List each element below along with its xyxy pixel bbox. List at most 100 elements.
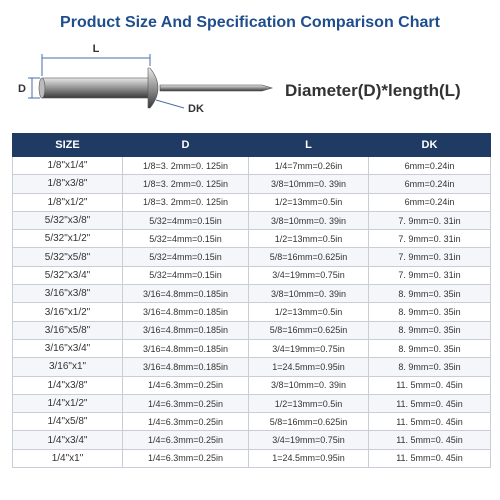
table-cell: 3/16=4.8mm=0.185in bbox=[122, 320, 249, 340]
mandrel bbox=[159, 84, 274, 92]
table-cell: 1=24.5mm=0.95in bbox=[248, 357, 369, 377]
table-row: 3/16"x1/2" 3/16=4.8mm=0.185in 1/2=13mm=0.5… bbox=[12, 302, 491, 322]
table-cell: 3/8=10mm=0. 39in bbox=[248, 284, 369, 304]
table-cell: 5/32"x3/8" bbox=[12, 210, 123, 231]
table-cell: 1/4"x5/8" bbox=[12, 412, 123, 432]
table-row: 1/8"x1/2" 1/8=3. 2mm=0. 125in 1/2=13mm=0.5… bbox=[12, 192, 491, 212]
table-cell: 1/8"x1/4" bbox=[12, 155, 123, 176]
table-cell: 1/4=6.3mm=0.25in bbox=[122, 430, 249, 450]
table-cell: 6mm=0.24in bbox=[368, 174, 491, 194]
length-label: L bbox=[93, 43, 100, 55]
table-cell: 7. 9mm=0. 31in bbox=[368, 265, 491, 286]
table-cell: 1/4"x1" bbox=[12, 448, 123, 469]
table-cell: 1/8"x1/2" bbox=[12, 192, 123, 212]
table-cell: 11. 5mm=0. 45in bbox=[368, 393, 491, 414]
table-row: 3/16"x3/4" 3/16=4.8mm=0.185in 3/4=19mm=0.7… bbox=[12, 338, 491, 359]
table-cell: 1/4=6.3mm=0.25in bbox=[122, 448, 249, 469]
table-cell: 3/16=4.8mm=0.185in bbox=[122, 284, 249, 304]
table-body: 1/8"x1/4" 1/8=3. 2mm=0. 125in 1/4=7mm=0.26… bbox=[12, 155, 491, 469]
table-cell: 3/4=19mm=0.75in bbox=[248, 338, 369, 359]
table-cell: 7. 9mm=0. 31in bbox=[368, 229, 491, 249]
table-row: 3/16"x3/8" 3/16=4.8mm=0.185in 3/8=10mm=0. … bbox=[12, 284, 491, 304]
table-cell: 5/8=16mm=0.625in bbox=[248, 320, 369, 340]
column-header: DK bbox=[368, 133, 491, 157]
table-cell: 1/4=7mm=0.26in bbox=[248, 155, 369, 176]
table-cell: 1/4=6.3mm=0.25in bbox=[122, 412, 249, 432]
table-cell: 5/32=4mm=0.15in bbox=[122, 229, 249, 249]
table-row: 5/32"x3/8" 5/32=4mm=0.15in 3/8=10mm=0. 39i… bbox=[12, 210, 491, 231]
table-cell: 8. 9mm=0. 35in bbox=[368, 338, 491, 359]
table-row: 5/32"x3/4" 5/32=4mm=0.15in 3/4=19mm=0.75in… bbox=[12, 265, 491, 286]
rivet-head bbox=[147, 67, 159, 109]
table-cell: 5/32"x3/4" bbox=[12, 265, 123, 286]
table-cell: 7. 9mm=0. 31in bbox=[368, 247, 491, 267]
table-cell: 5/32=4mm=0.15in bbox=[122, 247, 249, 267]
table-cell: 3/16=4.8mm=0.185in bbox=[122, 338, 249, 359]
table-cell: 11. 5mm=0. 45in bbox=[368, 375, 491, 395]
table-cell: 1/4=6.3mm=0.25in bbox=[122, 375, 249, 395]
table-cell: 5/32"x1/2" bbox=[12, 229, 123, 249]
table-cell: 3/16=4.8mm=0.185in bbox=[122, 302, 249, 322]
header-row: SIZE D L DK bbox=[12, 133, 491, 157]
table-cell: 11. 5mm=0. 45in bbox=[368, 448, 491, 469]
table-row: 1/4"x3/8" 1/4=6.3mm=0.25in 3/8=10mm=0. 39i… bbox=[12, 375, 491, 395]
table-cell: 6mm=0.24in bbox=[368, 192, 491, 212]
table-cell: 11. 5mm=0. 45in bbox=[368, 412, 491, 432]
table-cell: 1/4"x3/8" bbox=[12, 375, 123, 395]
table-row: 1/4"x5/8" 1/4=6.3mm=0.25in 5/8=16mm=0.625i… bbox=[12, 412, 491, 432]
rivet-diagram: L D DK bbox=[18, 43, 274, 115]
table-cell: 3/16"x1" bbox=[12, 357, 123, 377]
table-row: 1/4"x1" 1/4=6.3mm=0.25in 1=24.5mm=0.95in 11… bbox=[12, 448, 491, 469]
table-cell: 5/32"x5/8" bbox=[12, 247, 123, 267]
table-cell: 8. 9mm=0. 35in bbox=[368, 320, 491, 340]
table-cell: 5/8=16mm=0.625in bbox=[248, 247, 369, 267]
table-cell: 5/32=4mm=0.15in bbox=[122, 265, 249, 286]
rivet-end bbox=[38, 77, 46, 99]
spec-table: SIZE D L DK 1/8"x1/4" 1/8=3. 2mm=0. 125in 1/4… bbox=[12, 133, 491, 469]
table-cell: 8. 9mm=0. 35in bbox=[368, 302, 491, 322]
table-cell: 5/8=16mm=0.625in bbox=[248, 412, 369, 432]
table-cell: 3/4=19mm=0.75in bbox=[248, 430, 369, 450]
table-cell: 11. 5mm=0. 45in bbox=[368, 430, 491, 450]
column-header: SIZE bbox=[12, 133, 123, 157]
formula: Diameter(D)*length(L) bbox=[285, 81, 461, 100]
table-cell: 1/8"x3/8" bbox=[12, 174, 123, 194]
table-cell: 8. 9mm=0. 35in bbox=[368, 357, 491, 377]
table-cell: 6mm=0.24in bbox=[368, 155, 491, 176]
table-cell: 8. 9mm=0. 35in bbox=[368, 284, 491, 304]
table-row: 1/4"x1/2" 1/4=6.3mm=0.25in 1/2=13mm=0.5in 1… bbox=[12, 393, 491, 414]
table-row: 1/4"x3/4" 1/4=6.3mm=0.25in 3/4=19mm=0.75in… bbox=[12, 430, 491, 450]
table-cell: 1/4"x3/4" bbox=[12, 430, 123, 450]
table-cell: 3/8=10mm=0. 39in bbox=[248, 375, 369, 395]
table-cell: 3/16"x3/8" bbox=[12, 284, 123, 304]
head-label: DK bbox=[188, 103, 204, 115]
table-cell: 3/16"x1/2" bbox=[12, 302, 123, 322]
table-cell: 1/8=3. 2mm=0. 125in bbox=[122, 174, 249, 194]
table-cell: 3/16"x5/8" bbox=[12, 320, 123, 340]
table-cell: 3/8=10mm=0. 39in bbox=[248, 174, 369, 194]
table-cell: 1/2=13mm=0.5in bbox=[248, 192, 369, 212]
table-cell: 1/8=3. 2mm=0. 125in bbox=[122, 155, 249, 176]
table-cell: 1/2=13mm=0.5in bbox=[248, 229, 369, 249]
table-cell: 1=24.5mm=0.95in bbox=[248, 448, 369, 469]
table-cell: 1/8=3. 2mm=0. 125in bbox=[122, 192, 249, 212]
table-row: 3/16"x1" 3/16=4.8mm=0.185in 1=24.5mm=0.95i… bbox=[12, 357, 491, 377]
diameter-label: D bbox=[18, 83, 26, 95]
table-row: 3/16"x5/8" 3/16=4.8mm=0.185in 5/8=16mm=0.6… bbox=[12, 320, 491, 340]
table-row: 5/32"x5/8" 5/32=4mm=0.15in 5/8=16mm=0.625i… bbox=[12, 247, 491, 267]
table-cell: 1/2=13mm=0.5in bbox=[248, 393, 369, 414]
column-header: D bbox=[122, 133, 249, 157]
table-cell: 3/16"x3/4" bbox=[12, 338, 123, 359]
column-header: L bbox=[248, 133, 369, 157]
table-cell: 1/4"x1/2" bbox=[12, 393, 123, 414]
table-cell: 3/4=19mm=0.75in bbox=[248, 265, 369, 286]
title: Product Size And Specification Compariso… bbox=[60, 14, 440, 31]
dimension-lines bbox=[28, 54, 185, 109]
table-row: 5/32"x1/2" 5/32=4mm=0.15in 1/2=13mm=0.5in 7… bbox=[12, 229, 491, 249]
table-cell: 1/4=6.3mm=0.25in bbox=[122, 393, 249, 414]
table-cell: 7. 9mm=0. 31in bbox=[368, 210, 491, 231]
table-row: 1/8"x1/4" 1/8=3. 2mm=0. 125in 1/4=7mm=0.26… bbox=[12, 155, 491, 176]
table-cell: 3/16=4.8mm=0.185in bbox=[122, 357, 249, 377]
table-row: 1/8"x3/8" 1/8=3. 2mm=0. 125in 3/8=10mm=0. … bbox=[12, 174, 491, 194]
